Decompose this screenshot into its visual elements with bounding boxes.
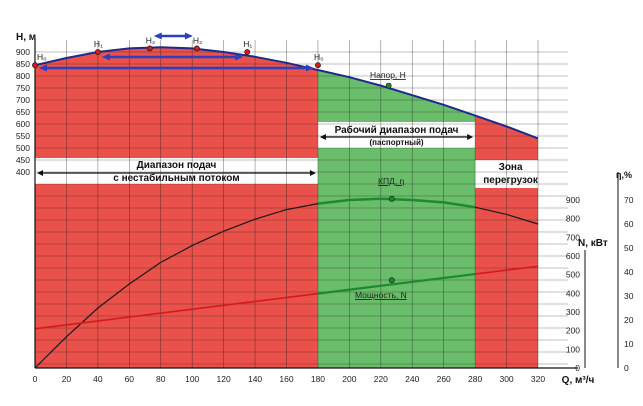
zone-working-arrow-head-left	[319, 134, 326, 140]
head-point-marker	[94, 49, 101, 55]
head-curve	[34, 46, 539, 140]
x-tick-label: 60	[125, 374, 135, 384]
power-tick-label: 500	[566, 270, 580, 280]
x-tick-label: 240	[405, 374, 419, 384]
efficiency-series-label: КПД, η	[378, 176, 405, 186]
zone-working-arrow-head-right	[467, 134, 474, 140]
h0-range-arrow-head-right	[305, 64, 314, 72]
head-point-marker	[315, 62, 321, 69]
head-tick-label: 500	[16, 143, 30, 153]
x-tick-label: 300	[499, 374, 513, 384]
efficiency-tick-label: 10	[624, 339, 634, 349]
zone-label-band-green	[317, 122, 476, 148]
zone-overload-label-line2: перегрузок	[483, 175, 539, 186]
head-tick-label: 450	[16, 155, 30, 165]
head-tick-label: 900	[16, 47, 30, 57]
zone-overload-label: Зона	[499, 162, 523, 173]
efficiency-tick-label: 70	[624, 195, 634, 205]
x-tick-label: 0	[33, 374, 38, 384]
head-series-label: Напор, H	[370, 70, 406, 80]
power-tick-label: 600	[566, 251, 580, 261]
power-tick-label: 200	[566, 326, 580, 336]
operating-point-marker	[388, 277, 395, 284]
zone-unstable-label-line2: с нестабильным потоком	[113, 172, 239, 184]
x-tick-label: 80	[156, 374, 166, 384]
head-point-label: H₂	[193, 35, 202, 45]
zone-label-band-right	[475, 160, 540, 188]
x-tick-label: 100	[185, 374, 199, 384]
head-tick-label: 400	[16, 167, 30, 177]
power-tick-label: 100	[566, 344, 580, 354]
efficiency-tick-label: 60	[624, 219, 634, 229]
x-tick-label: 180	[311, 374, 325, 384]
zone-unstable-arrow-head-right	[309, 170, 316, 176]
head-tick-label: 700	[16, 95, 30, 105]
x-tick-label: 160	[279, 374, 293, 384]
head-point-marker	[194, 45, 200, 52]
x-tick-label: 260	[437, 374, 451, 384]
head-tick-label: 750	[16, 83, 30, 93]
x-tick-label: 280	[468, 374, 482, 384]
zone-unstable-label: Диапазон подач	[137, 160, 217, 171]
head-point-label: H₂	[146, 35, 155, 45]
head-tick-label: 550	[16, 131, 30, 141]
efficiency-tick-label: 30	[624, 291, 634, 301]
head-tick-label: 850	[16, 59, 30, 69]
power-tick-label: 400	[566, 288, 580, 298]
head-point-marker	[244, 49, 251, 55]
power-working-range	[317, 272, 476, 295]
x-tick-label: 220	[374, 374, 388, 384]
efficiency-tick-label: 50	[624, 243, 634, 253]
curve-layer	[34, 46, 539, 369]
head-point-label: H₁	[243, 39, 252, 49]
x-tick-label: 200	[342, 374, 356, 384]
power-tick-label: 300	[566, 307, 580, 317]
efficiency-axis-label: η,%	[616, 170, 632, 180]
zone-fill-2	[317, 70, 476, 368]
zone-label-band	[35, 158, 318, 184]
h1-range-arrow-head-left	[101, 53, 110, 61]
zone-fill-1	[35, 47, 318, 368]
x-tick-label: 40	[93, 374, 103, 384]
head-point-marker	[146, 45, 153, 52]
head-axis-label: H, м	[16, 32, 36, 43]
power-tick-label: 800	[566, 214, 580, 224]
x-axis-label: Q, м³/ч	[562, 375, 595, 386]
power-tick-label: 900	[566, 195, 580, 205]
x-tick-label: 320	[531, 374, 545, 384]
tick-layer: 0 20 40 60 80 100 120 140 160 180 200 220 240 260 280 3…	[16, 32, 634, 386]
zone-layer	[35, 47, 540, 368]
head-tick-label: 800	[16, 71, 30, 81]
h2-range-arrow-head-left	[153, 32, 162, 40]
efficiency-working-range	[317, 197, 476, 209]
head-tick-label: 600	[16, 119, 30, 129]
zone-working-label: Рабочий диапазон подач	[335, 124, 459, 136]
x-tick-label: 20	[62, 374, 72, 384]
power-series-label: Мощность, N	[355, 290, 407, 300]
x-tick-label: 140	[248, 374, 262, 384]
efficiency-tick-label: 0	[624, 363, 629, 373]
h1-range-arrow-head-right	[235, 53, 244, 61]
zone-working-sublabel: (паспортный)	[370, 138, 424, 147]
head-tick-label: 650	[16, 107, 30, 117]
h2-range-arrow-head-right	[184, 32, 193, 40]
head-point-label: H₁	[94, 39, 103, 49]
power-tick-label: 700	[566, 232, 580, 242]
power-tick-label: 0	[575, 363, 580, 373]
head-point-marker	[32, 62, 38, 69]
power-axis-label: N, кВт	[578, 238, 608, 249]
annotation-layer: H₀ H₁ H₂ H₂ H₁ H₀ Напор, H КПД, η Мощность, N Диа…	[32, 32, 539, 300]
efficiency-tick-label: 20	[624, 315, 634, 325]
zone-unstable-arrow-head-left	[37, 170, 43, 176]
h0-range-arrow-head-left	[39, 64, 47, 72]
head-point-label: H₀	[37, 52, 47, 62]
head-point-label: H₀	[314, 52, 324, 62]
operating-point-marker	[388, 195, 395, 202]
efficiency-tick-label: 40	[624, 267, 634, 277]
operating-point-marker	[385, 82, 392, 89]
x-tick-label: 120	[217, 374, 231, 384]
